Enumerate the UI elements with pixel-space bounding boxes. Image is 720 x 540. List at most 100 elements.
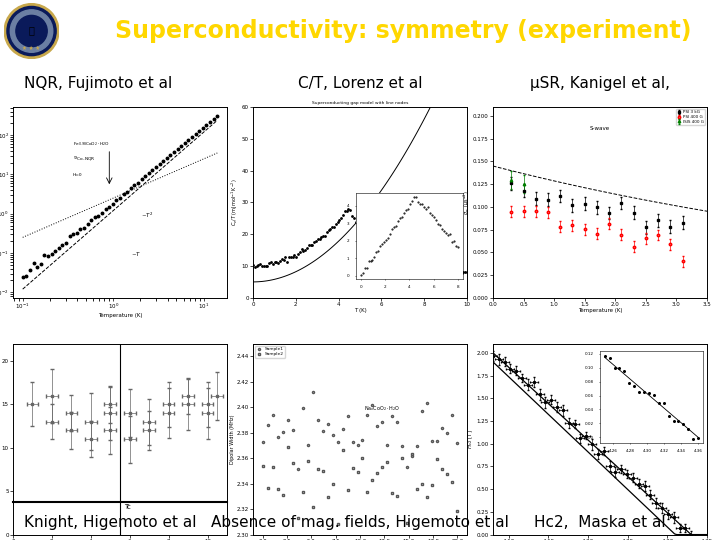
Text: ~$T$: ~$T$ <box>131 250 141 258</box>
Sample1 <box>258 439 267 446</box>
Legend: PSI 3 kG, PSI 400 G, ISIS 400 G: PSI 3 kG, PSI 400 G, ISIS 400 G <box>676 109 705 125</box>
Sample2 <box>318 468 327 474</box>
Circle shape <box>10 10 53 52</box>
Sample1 <box>363 411 372 418</box>
Sample1 <box>348 438 357 445</box>
Text: ~$T^2$: ~$T^2$ <box>141 211 154 220</box>
Sample2 <box>363 489 372 495</box>
Sample2 <box>293 515 302 521</box>
Sample1 <box>438 424 446 431</box>
Sample2 <box>443 471 451 477</box>
Sample2 <box>298 489 307 496</box>
Sample2 <box>258 462 267 469</box>
Sample1 <box>284 417 292 424</box>
Sample2 <box>423 494 432 500</box>
Sample1 <box>318 428 327 435</box>
Sample1 <box>373 423 382 429</box>
Sample1 <box>313 416 322 423</box>
Text: Fe$_{0.98}$CoO$_2\cdot$H$_2$O: Fe$_{0.98}$CoO$_2\cdot$H$_2$O <box>73 140 110 148</box>
Y-axis label: $H_{c2}\ \rm[T]$: $H_{c2}\ \rm[T]$ <box>467 429 475 449</box>
Sample1 <box>383 442 392 448</box>
Sample2 <box>308 503 317 510</box>
Sample2 <box>323 494 332 500</box>
Sample1 <box>453 440 462 446</box>
Sample1 <box>293 466 302 472</box>
Text: Absence of mag. fields, Higemoto et al: Absence of mag. fields, Higemoto et al <box>211 515 509 530</box>
Sample2 <box>348 465 357 471</box>
Sample1 <box>279 428 287 435</box>
Sample2 <box>358 455 366 461</box>
Text: ★ ★ ★: ★ ★ ★ <box>22 46 40 51</box>
Text: 🦅: 🦅 <box>29 25 35 35</box>
Text: μSR, Kanigel et al,: μSR, Kanigel et al, <box>530 77 670 91</box>
Sample1 <box>378 418 387 425</box>
Sample1 <box>323 421 332 428</box>
Sample2 <box>288 460 297 467</box>
Sample2 <box>383 458 392 465</box>
Sample2 <box>303 457 312 464</box>
Sample1 <box>288 427 297 434</box>
Sample2 <box>279 492 287 498</box>
Sample1 <box>333 439 342 446</box>
Text: Hc2,  Maska et al: Hc2, Maska et al <box>534 515 666 530</box>
Sample1 <box>408 453 417 460</box>
Y-axis label: $C_e/T\ \rm(mJ\,mol^{-1}\,K^{-2})$: $C_e/T\ \rm(mJ\,mol^{-1}\,K^{-2})$ <box>230 179 240 226</box>
Sample1 <box>343 413 352 419</box>
Sample2 <box>438 465 446 472</box>
Text: NQR, Fujimoto et al: NQR, Fujimoto et al <box>24 77 172 91</box>
Sample2 <box>313 465 322 472</box>
Sample1 <box>388 413 397 419</box>
Sample2 <box>338 447 347 453</box>
Sample1 <box>308 389 317 396</box>
Sample1 <box>448 412 456 418</box>
Sample1 <box>413 442 422 449</box>
Sample2 <box>378 464 387 470</box>
Text: H=0: H=0 <box>73 173 83 177</box>
Sample2 <box>388 490 397 496</box>
Text: Superconductivity: symmetry (experiment): Superconductivity: symmetry (experiment) <box>115 19 691 43</box>
Y-axis label: Dipolar Width (MHz): Dipolar Width (MHz) <box>230 414 235 464</box>
Sample1 <box>274 434 282 440</box>
Sample2 <box>328 481 337 487</box>
Sample2 <box>354 469 362 475</box>
Sample2 <box>373 470 382 476</box>
Text: Knight, Higemoto et al: Knight, Higemoto et al <box>24 515 197 530</box>
Sample1 <box>338 426 347 432</box>
Sample1 <box>368 402 377 408</box>
Text: C/T, Lorenz et al: C/T, Lorenz et al <box>298 77 422 91</box>
Sample2 <box>343 487 352 493</box>
Sample2 <box>453 508 462 515</box>
Circle shape <box>16 16 48 46</box>
Sample2 <box>368 477 377 483</box>
Text: S-wave: S-wave <box>589 126 609 131</box>
Sample2 <box>413 486 422 492</box>
Sample1 <box>418 407 427 414</box>
Sample2 <box>284 444 292 450</box>
Sample2 <box>448 479 456 485</box>
Text: Na$_x$CoO$_2\cdot$H$_2$O: Na$_x$CoO$_2\cdot$H$_2$O <box>364 404 401 414</box>
Legend: Sample1, Sample2: Sample1, Sample2 <box>255 346 285 357</box>
Sample1 <box>398 443 407 450</box>
Sample1 <box>393 419 402 426</box>
Title: Superconducting gap model with line nodes: Superconducting gap model with line node… <box>312 101 408 105</box>
Text: $^{59}$Co-NQR: $^{59}$Co-NQR <box>73 154 96 164</box>
Sample2 <box>403 519 412 526</box>
Sample2 <box>333 521 342 527</box>
Sample2 <box>398 455 407 461</box>
Sample2 <box>408 450 417 457</box>
X-axis label: T (K): T (K) <box>354 308 366 313</box>
X-axis label: Temperature (K): Temperature (K) <box>98 313 143 318</box>
Sample2 <box>433 456 441 463</box>
Sample1 <box>303 441 312 448</box>
Line: Sample2: Sample2 <box>261 446 459 525</box>
Sample1 <box>433 437 441 444</box>
Sample1 <box>264 422 272 428</box>
Sample2 <box>418 481 427 487</box>
Sample1 <box>358 436 366 443</box>
Sample1 <box>328 431 337 438</box>
Sample1 <box>354 441 362 448</box>
Sample2 <box>393 493 402 500</box>
Circle shape <box>7 6 56 56</box>
Sample2 <box>269 464 277 471</box>
Y-axis label: $\sigma_{\rm sc}\ (\mu{\rm s}^{-1})$: $\sigma_{\rm sc}\ (\mu{\rm s}^{-1})$ <box>462 190 472 215</box>
